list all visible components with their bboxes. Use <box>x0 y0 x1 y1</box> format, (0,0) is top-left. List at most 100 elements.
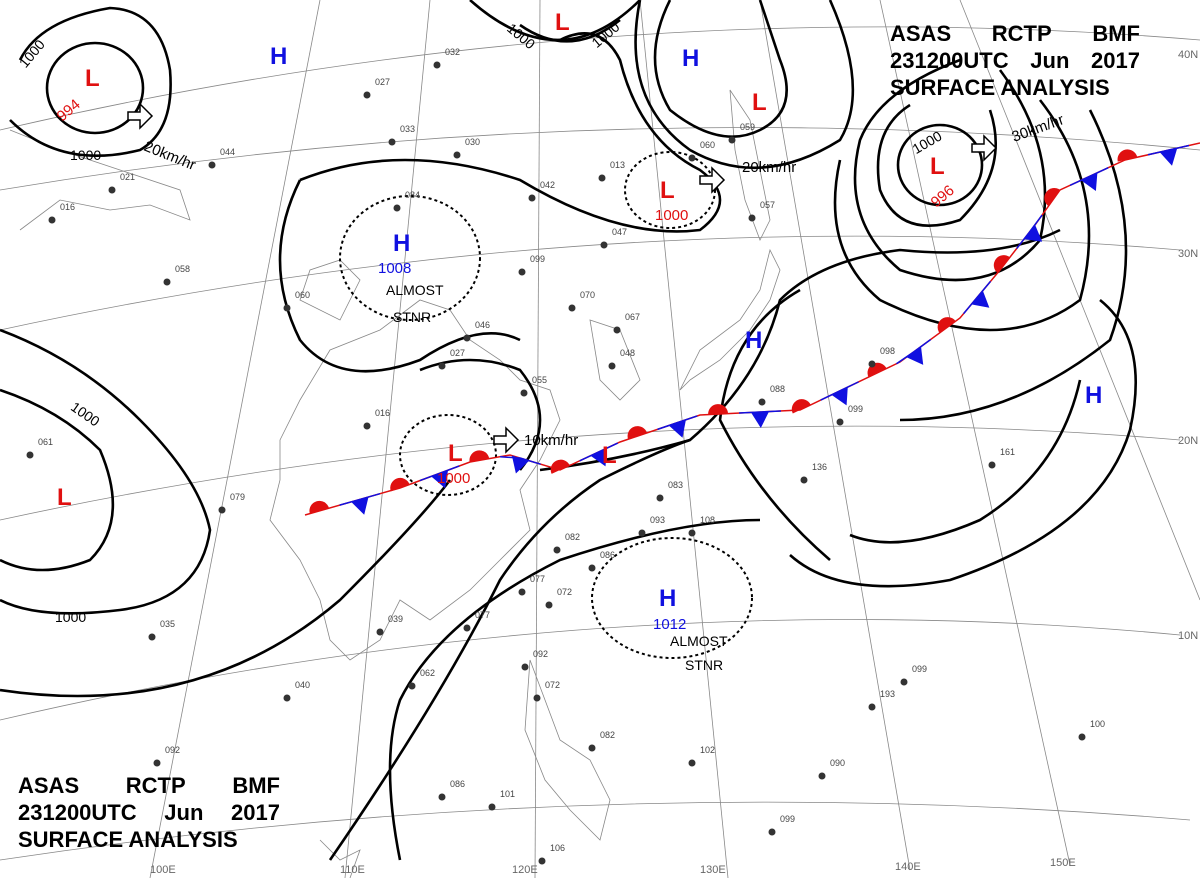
station-marker <box>518 588 526 596</box>
station-marker <box>638 529 646 537</box>
station-marker <box>283 694 291 702</box>
longitude-label: 110E <box>340 864 365 876</box>
title-code: BMF <box>232 773 280 798</box>
station-pressure: 039 <box>388 614 403 624</box>
motion-label: 10km/hr <box>524 432 578 449</box>
isobars <box>0 0 1137 861</box>
station-marker <box>528 194 536 202</box>
coastlines <box>9 89 781 878</box>
station-pressure: 077 <box>475 610 490 620</box>
title-year: 2017 <box>231 800 280 825</box>
low-center: L <box>930 153 945 180</box>
station-pressure: 042 <box>540 180 555 190</box>
cold-front-symbol <box>668 419 686 438</box>
station-marker <box>600 241 608 249</box>
warm-front-symbol <box>309 500 330 514</box>
station-marker <box>433 61 441 69</box>
station-marker <box>218 506 226 514</box>
station-marker <box>533 694 541 702</box>
cold-front-symbol <box>1159 148 1178 166</box>
station-marker <box>463 624 471 632</box>
station-marker <box>208 161 216 169</box>
station-pressure: 072 <box>545 680 560 690</box>
title-year: 2017 <box>1091 48 1140 73</box>
station-pressure: 079 <box>230 492 245 502</box>
station-marker <box>588 564 596 572</box>
front-segment <box>579 442 619 462</box>
station-marker <box>1078 733 1086 741</box>
station-marker <box>363 422 371 430</box>
station-marker <box>868 703 876 711</box>
low-center: L <box>602 442 617 469</box>
title-month: Jun <box>1030 48 1070 73</box>
isobar-label: 1000 <box>504 20 538 52</box>
coordinate-labels: 40N 30N 20N 10N 100E 110E 120E 130E 140E… <box>150 49 1198 876</box>
station-marker <box>688 759 696 767</box>
note-almost: ALMOST <box>386 282 444 298</box>
cold-front-symbol <box>351 496 369 515</box>
longitude-label: 120E <box>512 864 538 876</box>
station-pressure: 013 <box>610 160 625 170</box>
low-pressure-value: 1000 <box>437 470 470 487</box>
station-marker <box>553 546 561 554</box>
title-product: SURFACE ANALYSIS <box>890 75 1110 100</box>
station-pressure: 059 <box>740 122 755 132</box>
station-pressure: 047 <box>612 227 627 237</box>
station-pressure: 027 <box>375 77 390 87</box>
station-pressure: 021 <box>120 172 135 182</box>
station-pressure: 086 <box>450 779 465 789</box>
station-pressure: 040 <box>295 680 310 690</box>
station-marker <box>800 476 808 484</box>
station-pressure: 070 <box>580 290 595 300</box>
cold-front-symbol <box>590 448 607 467</box>
longitude-label: 150E <box>1050 857 1076 869</box>
station-pressure: 108 <box>700 515 715 525</box>
cold-front-symbol <box>511 455 530 474</box>
low-pressure-value: 1000 <box>655 207 688 224</box>
warm-front-symbol <box>550 459 570 474</box>
motion-label: 20km/hr <box>142 138 199 174</box>
latitude-label: 10N <box>1178 630 1198 642</box>
warm-front-symbol <box>469 450 490 463</box>
station-pressure: 044 <box>220 147 235 157</box>
station-pressure: 102 <box>700 745 715 755</box>
front-segment <box>820 381 859 401</box>
front-segment <box>419 465 460 482</box>
station-marker <box>568 304 576 312</box>
latitude-label: 20N <box>1178 435 1198 447</box>
station-marker <box>363 91 371 99</box>
station-pressure: 083 <box>668 480 683 490</box>
low-center: L <box>660 177 675 204</box>
title-agency: ASAS <box>890 21 952 46</box>
high-center: H <box>745 327 762 354</box>
station-marker <box>656 494 664 502</box>
isobar-label: 1000 <box>16 36 48 70</box>
station-pressure: 016 <box>375 408 390 418</box>
station-pressure: 048 <box>620 348 635 358</box>
station-pressure: 136 <box>812 462 827 472</box>
isobar-label: 1000 <box>68 398 103 429</box>
warm-front-symbol <box>993 255 1010 274</box>
station-pressure: 035 <box>160 619 175 629</box>
cold-front-symbol <box>1024 224 1043 242</box>
station-pressure: 027 <box>450 348 465 358</box>
warm-front-symbol <box>1044 188 1061 207</box>
station-pressure: 099 <box>912 664 927 674</box>
station-pressure: 101 <box>500 789 515 799</box>
cold-front-symbol <box>831 387 848 406</box>
high-pressure-value: 1012 <box>653 616 686 633</box>
station-marker <box>588 744 596 752</box>
low-center: L <box>752 89 767 116</box>
arrow-icon <box>127 102 154 130</box>
station-pressure: 092 <box>533 649 548 659</box>
arrow-icon <box>971 134 998 162</box>
station-pressure: 090 <box>830 758 845 768</box>
front-segment <box>339 492 381 506</box>
station-pressure: 060 <box>700 140 715 150</box>
station-marker <box>758 398 766 406</box>
station-pressure: 016 <box>60 202 75 212</box>
station-marker <box>836 418 844 426</box>
station-pressure: 161 <box>1000 447 1015 457</box>
